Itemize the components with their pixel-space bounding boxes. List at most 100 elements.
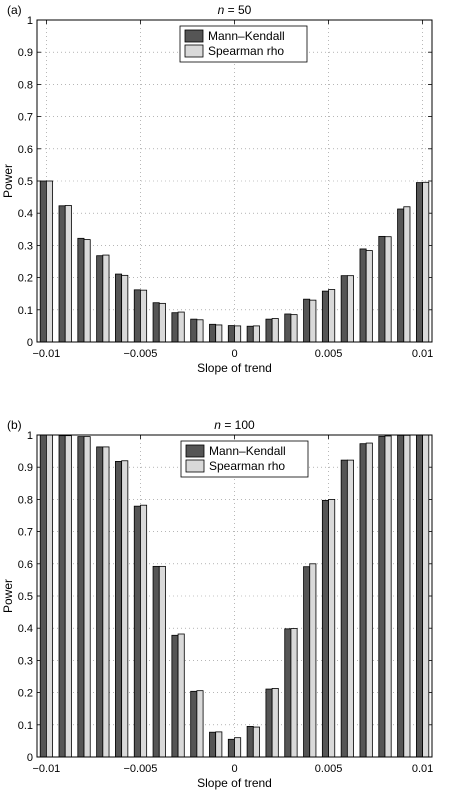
y-tick-label: 0.9 — [18, 462, 33, 474]
y-tick-label: 0.3 — [18, 655, 33, 667]
bar-mann-kendall — [58, 435, 66, 758]
legend-label-mann-kendall: Mann–Kendall — [209, 444, 286, 458]
bar-mann-kendall — [415, 182, 423, 343]
bar-spearman-rho — [309, 563, 317, 758]
bar-mann-kendall — [96, 255, 104, 343]
bar-mann-kendall — [321, 499, 329, 758]
bar-spearman-rho — [102, 254, 110, 343]
bar-spearman-rho — [403, 434, 411, 758]
bar-spearman-rho — [422, 434, 430, 758]
bar-spearman-rho — [177, 311, 185, 343]
title-variable: n — [214, 418, 221, 432]
bar-spearman-rho — [196, 690, 204, 758]
bar-mann-kendall — [96, 446, 104, 758]
bar-mann-kendall — [190, 318, 198, 343]
y-tick-label: 0 — [27, 337, 33, 349]
x-tick-label: 0.01 — [412, 763, 433, 775]
bar-mann-kendall — [397, 208, 405, 343]
chart-panel-a: 0 0.1 0.2 0.3 0.4 0.5 0.6 0.7 0.8 0.9 1 −0.01 −0.005… — [1, 3, 433, 375]
bar-spearman-rho — [403, 206, 411, 343]
bar-mann-kendall — [39, 434, 47, 758]
y-tick-label: 0.7 — [18, 527, 33, 539]
y-tick-label: 0.9 — [18, 47, 33, 59]
y-tick-label: 0.8 — [18, 79, 33, 91]
bar-mann-kendall — [378, 235, 386, 343]
chart-title: n = 100 — [214, 418, 255, 432]
bar-spearman-rho — [384, 236, 392, 343]
bar-mann-kendall — [265, 688, 273, 758]
y-tick-label: 0.6 — [18, 559, 33, 571]
panel-tag: (a) — [7, 3, 22, 17]
bar-mann-kendall — [340, 275, 348, 343]
bar-mann-kendall — [246, 325, 254, 343]
title-value: = 100 — [221, 418, 255, 432]
x-tick-label: 0 — [231, 763, 237, 775]
x-tick-label: 0.005 — [315, 763, 343, 775]
bar-mann-kendall — [284, 628, 292, 758]
bar-spearman-rho — [140, 289, 148, 343]
bar-spearman-rho — [328, 289, 336, 343]
bar-spearman-rho — [290, 628, 298, 758]
legend-swatch-mann-kendall — [185, 444, 205, 458]
y-tick-label: 0 — [27, 752, 33, 764]
bar-mann-kendall — [378, 435, 386, 758]
x-tick-label: −0.01 — [32, 763, 60, 775]
bar-mann-kendall — [115, 273, 123, 343]
y-tick-label: 0.3 — [18, 240, 33, 252]
x-tick-label: −0.01 — [32, 348, 60, 360]
bar-mann-kendall — [227, 325, 235, 343]
y-tick-label: 0.2 — [18, 688, 33, 700]
bar-mann-kendall — [227, 738, 235, 758]
bar-mann-kendall — [246, 726, 254, 758]
bar-mann-kendall — [58, 205, 66, 343]
x-tick-label: 0.005 — [315, 348, 343, 360]
bar-spearman-rho — [346, 459, 354, 758]
chart-panel-b: 0 0.1 0.2 0.3 0.4 0.5 0.6 0.7 0.8 0.9 1 −0.01 −0.005… — [1, 418, 433, 790]
legend-label-spearman-rho: Spearman rho — [208, 44, 284, 58]
bar-spearman-rho — [215, 731, 223, 758]
legend-swatch-spearman-rho — [185, 459, 205, 473]
bar-spearman-rho — [140, 504, 148, 758]
bar-mann-kendall — [39, 180, 47, 343]
title-variable: n — [218, 3, 225, 17]
bar-spearman-rho — [346, 275, 354, 343]
y-tick-label: 1 — [27, 15, 33, 27]
bar-spearman-rho — [215, 324, 223, 343]
axes-frame — [36, 434, 433, 758]
legend-swatch-mann-kendall — [184, 29, 204, 43]
bar-mann-kendall — [303, 566, 311, 758]
bar-spearman-rho — [234, 325, 242, 343]
bar-mann-kendall — [209, 323, 217, 343]
bar-mann-kendall — [152, 565, 160, 758]
legend-label-mann-kendall: Mann–Kendall — [208, 29, 285, 43]
bar-spearman-rho — [102, 446, 110, 758]
bar-spearman-rho — [309, 299, 317, 343]
bar-spearman-rho — [121, 274, 129, 343]
bar-mann-kendall — [115, 461, 123, 758]
y-axis-label: Power — [1, 579, 15, 613]
bar-mann-kendall — [397, 434, 405, 758]
bar-spearman-rho — [365, 442, 373, 758]
bar-spearman-rho — [46, 180, 54, 343]
bar-mann-kendall — [171, 634, 179, 758]
y-tick-label: 0.4 — [18, 208, 33, 220]
bar-mann-kendall — [209, 731, 217, 758]
y-tick-label: 0.1 — [18, 720, 33, 732]
bar-spearman-rho — [83, 436, 91, 758]
bar-spearman-rho — [83, 239, 91, 343]
bar-spearman-rho — [271, 688, 279, 758]
bar-mann-kendall — [77, 436, 85, 758]
bar-mann-kendall — [133, 505, 141, 758]
bar-mann-kendall — [321, 290, 329, 343]
chart-title: n = 50 — [218, 3, 252, 17]
y-tick-label: 0.5 — [18, 176, 33, 188]
bar-spearman-rho — [328, 498, 336, 758]
bar-spearman-rho — [365, 250, 373, 343]
y-tick-label: 0.2 — [18, 273, 33, 285]
bar-spearman-rho — [234, 737, 242, 758]
bar-mann-kendall — [359, 443, 367, 758]
bar-spearman-rho — [252, 325, 260, 343]
